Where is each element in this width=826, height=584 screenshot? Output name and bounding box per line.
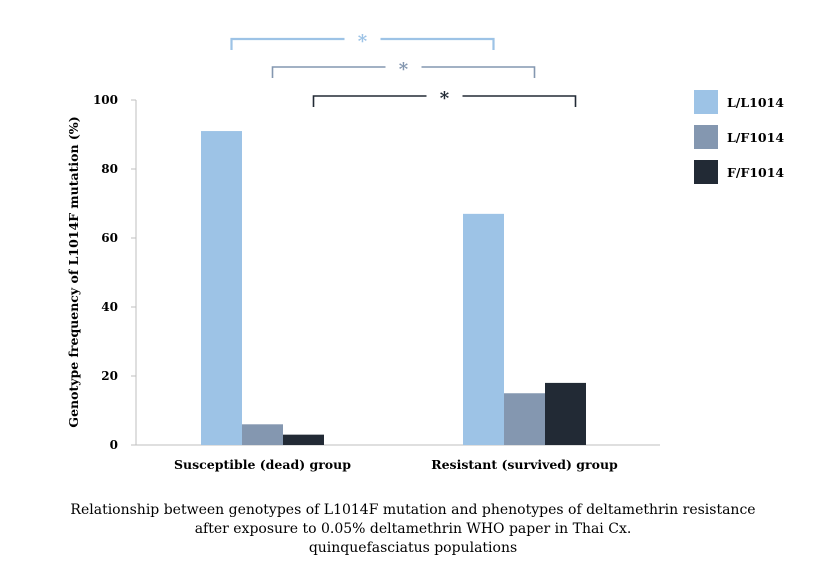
y-tick-label: 0 <box>110 438 118 452</box>
significance-label: * <box>358 31 368 52</box>
caption-line-3: quinquefasciatus populations <box>308 540 518 556</box>
significance-bracket: * <box>312 88 577 109</box>
bar-f-f1014-1 <box>283 434 324 445</box>
y-tick-label: 40 <box>101 300 118 314</box>
bracket-left <box>271 66 386 78</box>
legend-swatch <box>694 125 718 149</box>
bracket-right <box>462 95 577 107</box>
legend-label: F/F1014 <box>727 165 784 180</box>
bracket-right <box>421 66 536 78</box>
x-category-label: Resistant (survived) group <box>431 457 618 472</box>
significance-label: * <box>440 88 450 109</box>
y-tick-label: 100 <box>93 93 118 107</box>
bar-l-f1014-1 <box>242 424 283 445</box>
legend-label: L/L1014 <box>727 95 784 110</box>
legend-swatch <box>694 160 718 184</box>
y-axis-title: Genotype frequency of L1014F mutation (%… <box>66 116 81 427</box>
bracket-left <box>230 37 345 50</box>
legend-swatch <box>694 90 718 114</box>
y-tick-label: 80 <box>101 162 118 176</box>
bar-f-f1014-2 <box>545 382 586 445</box>
significance-bracket: * <box>230 31 495 52</box>
bracket-right <box>380 37 495 50</box>
y-tick-label: 60 <box>101 231 118 245</box>
legend-label: L/F1014 <box>727 130 784 145</box>
bar-l-l1014-2 <box>463 213 504 445</box>
significance-bracket: * <box>271 59 536 80</box>
caption-line-1: Relationship between genotypes of L1014F… <box>70 502 756 518</box>
y-tick-label: 20 <box>101 369 118 383</box>
bar-l-l1014-1 <box>201 131 242 446</box>
significance-label: * <box>399 59 409 80</box>
x-category-label: Susceptible (dead) group <box>174 457 351 472</box>
bracket-left <box>312 95 427 107</box>
bar-l-f1014-2 <box>504 393 545 445</box>
caption-line-2: after exposure to 0.05% deltamethrin WHO… <box>194 521 632 537</box>
